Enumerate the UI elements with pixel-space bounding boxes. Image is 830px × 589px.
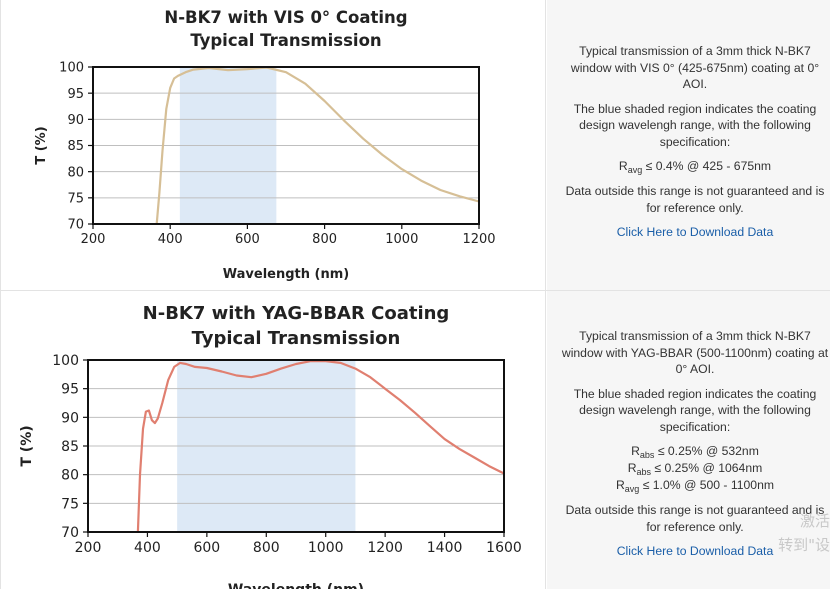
y-tick-label: 70 <box>67 218 84 233</box>
watermark-line-2: 转到"设 <box>778 536 830 554</box>
x-tick-label: 1200 <box>462 232 495 247</box>
y-tick-label: 80 <box>61 468 79 484</box>
x-tick-label: 200 <box>81 232 106 247</box>
y-tick-label: 100 <box>52 353 79 369</box>
info-cell-yag: Typical transmission of a 3mm thick N-BK… <box>547 291 830 589</box>
x-tick-label: 1400 <box>427 540 463 556</box>
y-tick-label: 85 <box>67 139 84 154</box>
y-tick-label: 90 <box>61 410 79 426</box>
chart-cell-vis: N-BK7 with VIS 0° Coating Typical Transmi… <box>0 0 546 290</box>
y-tick-label: 100 <box>59 61 84 76</box>
chart-vis-coating: N-BK7 with VIS 0° Coating Typical Transmi… <box>34 8 496 282</box>
disclaimer-text: Data outside this range is not guarantee… <box>565 503 825 534</box>
spec-line: Rabs ≤ 0.25% @ 532nm <box>631 444 759 460</box>
spec-line: Ravg ≤ 0.4% @ 425 - 675nm <box>618 159 772 175</box>
description-text: Typical transmission of a 3mm thick N-BK… <box>561 329 829 376</box>
x-tick-label: 1000 <box>308 540 344 556</box>
y-tick-label: 75 <box>61 496 79 512</box>
y-axis-label: T (%) <box>34 126 49 164</box>
info-panel-vis: Typical transmission of a 3mm thick N-BK… <box>559 43 830 241</box>
disclaimer-text: Data outside this range is not guarantee… <box>565 184 825 215</box>
x-tick-label: 1000 <box>385 232 418 247</box>
transmission-curve <box>155 66 480 225</box>
transmission-curve <box>136 359 505 533</box>
plot-frame <box>92 66 480 225</box>
info-cell-vis: Typical transmission of a 3mm thick N-BK… <box>547 0 830 290</box>
x-tick-label: 600 <box>193 540 220 556</box>
chart-subtitle: Typical Transmission <box>192 328 401 349</box>
description-text: Typical transmission of a 3mm thick N-BK… <box>570 44 820 91</box>
plot-frame <box>87 359 505 533</box>
y-tick-label: 80 <box>67 165 84 180</box>
x-tick-label: 1600 <box>486 540 522 556</box>
shade-note-text: The blue shaded region indicates the coa… <box>573 386 817 434</box>
spec-line: Ravg ≤ 1.0% @ 500 - 1100nm <box>615 478 774 494</box>
x-axis-label: Wavelength (nm) <box>228 582 364 589</box>
y-tick-label: 85 <box>61 439 79 455</box>
shade-note-text: The blue shaded region indicates the coa… <box>573 101 817 149</box>
y-tick-label: 70 <box>61 525 79 541</box>
spec-line: Rabs ≤ 0.25% @ 1064nm <box>627 461 763 477</box>
download-data-link[interactable]: Click Here to Download Data <box>616 225 774 239</box>
spec-list: Rabs ≤ 0.25% @ 532nm Rabs ≤ 0.25% @ 1064n… <box>559 443 830 494</box>
row-yag-bbar-coating: N-BK7 with YAG-BBAR Coating Typical Trans… <box>0 291 830 589</box>
info-panel-yag: Typical transmission of a 3mm thick N-BK… <box>559 328 830 560</box>
y-tick-label: 95 <box>61 382 79 398</box>
chart-title: N-BK7 with VIS 0° Coating <box>164 8 407 27</box>
chart-title: N-BK7 with YAG-BBAR Coating <box>143 303 450 324</box>
chart-cell-yag: N-BK7 with YAG-BBAR Coating Typical Trans… <box>0 291 546 589</box>
x-tick-label: 1200 <box>367 540 403 556</box>
x-tick-label: 800 <box>312 232 337 247</box>
x-tick-label: 400 <box>158 232 183 247</box>
y-tick-label: 90 <box>67 113 84 128</box>
x-tick-label: 200 <box>75 540 102 556</box>
y-tick-label: 95 <box>67 87 84 102</box>
chart-subtitle: Typical Transmission <box>190 31 381 50</box>
y-tick-label: 75 <box>67 192 84 207</box>
watermark-line-1: 激活 <box>799 512 830 530</box>
x-tick-label: 800 <box>253 540 280 556</box>
x-axis-label: Wavelength (nm) <box>223 267 349 282</box>
x-tick-label: 400 <box>134 540 161 556</box>
row-vis-coating: N-BK7 with VIS 0° Coating Typical Transmi… <box>0 0 830 291</box>
chart-yag-bbar-coating: N-BK7 with YAG-BBAR Coating Typical Trans… <box>19 303 522 589</box>
spec-list: Ravg ≤ 0.4% @ 425 - 675nm <box>559 158 830 175</box>
y-axis-label: T (%) <box>19 425 35 466</box>
download-data-link[interactable]: Click Here to Download Data <box>616 544 774 558</box>
x-tick-label: 600 <box>235 232 260 247</box>
